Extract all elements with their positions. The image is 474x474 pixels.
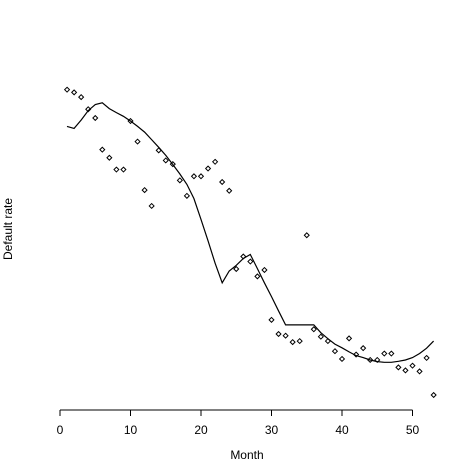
plot-area xyxy=(63,86,437,399)
data-point xyxy=(233,265,240,273)
x-tick-label: 10 xyxy=(124,423,138,437)
x-tick-label: 30 xyxy=(265,423,279,437)
data-point xyxy=(219,178,226,186)
data-point xyxy=(92,114,99,122)
data-point xyxy=(70,89,78,96)
data-point xyxy=(360,345,367,352)
data-point xyxy=(395,364,402,371)
data-point xyxy=(148,202,155,210)
data-point xyxy=(282,332,289,339)
fitted-line xyxy=(66,102,435,363)
data-point xyxy=(78,93,85,101)
data-point xyxy=(197,173,205,180)
data-point xyxy=(345,335,353,342)
data-point xyxy=(303,232,310,239)
x-tick-label: 50 xyxy=(406,423,420,437)
data-point xyxy=(63,86,71,93)
data-point xyxy=(289,338,296,346)
data-point xyxy=(85,106,92,113)
data-point xyxy=(268,316,275,323)
x-axis-label: Month xyxy=(230,448,263,462)
data-point xyxy=(134,138,141,145)
data-point xyxy=(317,333,324,340)
data-point xyxy=(331,348,339,355)
data-point xyxy=(296,337,303,345)
data-point xyxy=(409,362,416,369)
data-point xyxy=(183,192,191,199)
data-point xyxy=(162,157,169,164)
data-point xyxy=(254,273,261,280)
x-axis: 0 10 20 30 40 50 xyxy=(57,409,420,437)
data-point xyxy=(430,391,437,399)
data-point xyxy=(120,166,127,173)
x-tick-label: 20 xyxy=(194,423,208,437)
data-point xyxy=(99,146,106,153)
data-point xyxy=(275,330,282,338)
data-point xyxy=(402,367,409,374)
data-point xyxy=(261,266,268,274)
data-point xyxy=(352,351,360,358)
data-point xyxy=(113,166,120,173)
data-point xyxy=(204,165,212,172)
data-point xyxy=(226,187,233,194)
data-point xyxy=(423,354,430,362)
data-point xyxy=(310,326,317,333)
x-tick-label: 0 xyxy=(57,423,64,437)
data-point xyxy=(247,258,254,265)
data-point xyxy=(190,173,198,180)
data-point xyxy=(176,177,183,184)
data-point xyxy=(141,186,148,194)
x-tick-label: 40 xyxy=(335,423,349,437)
data-point xyxy=(381,350,388,357)
data-point xyxy=(388,350,395,357)
data-point xyxy=(416,368,423,375)
data-point xyxy=(106,154,113,161)
y-axis-label: Default rate xyxy=(1,198,15,260)
data-point xyxy=(338,355,346,363)
data-point xyxy=(211,158,219,165)
data-point xyxy=(374,356,381,364)
